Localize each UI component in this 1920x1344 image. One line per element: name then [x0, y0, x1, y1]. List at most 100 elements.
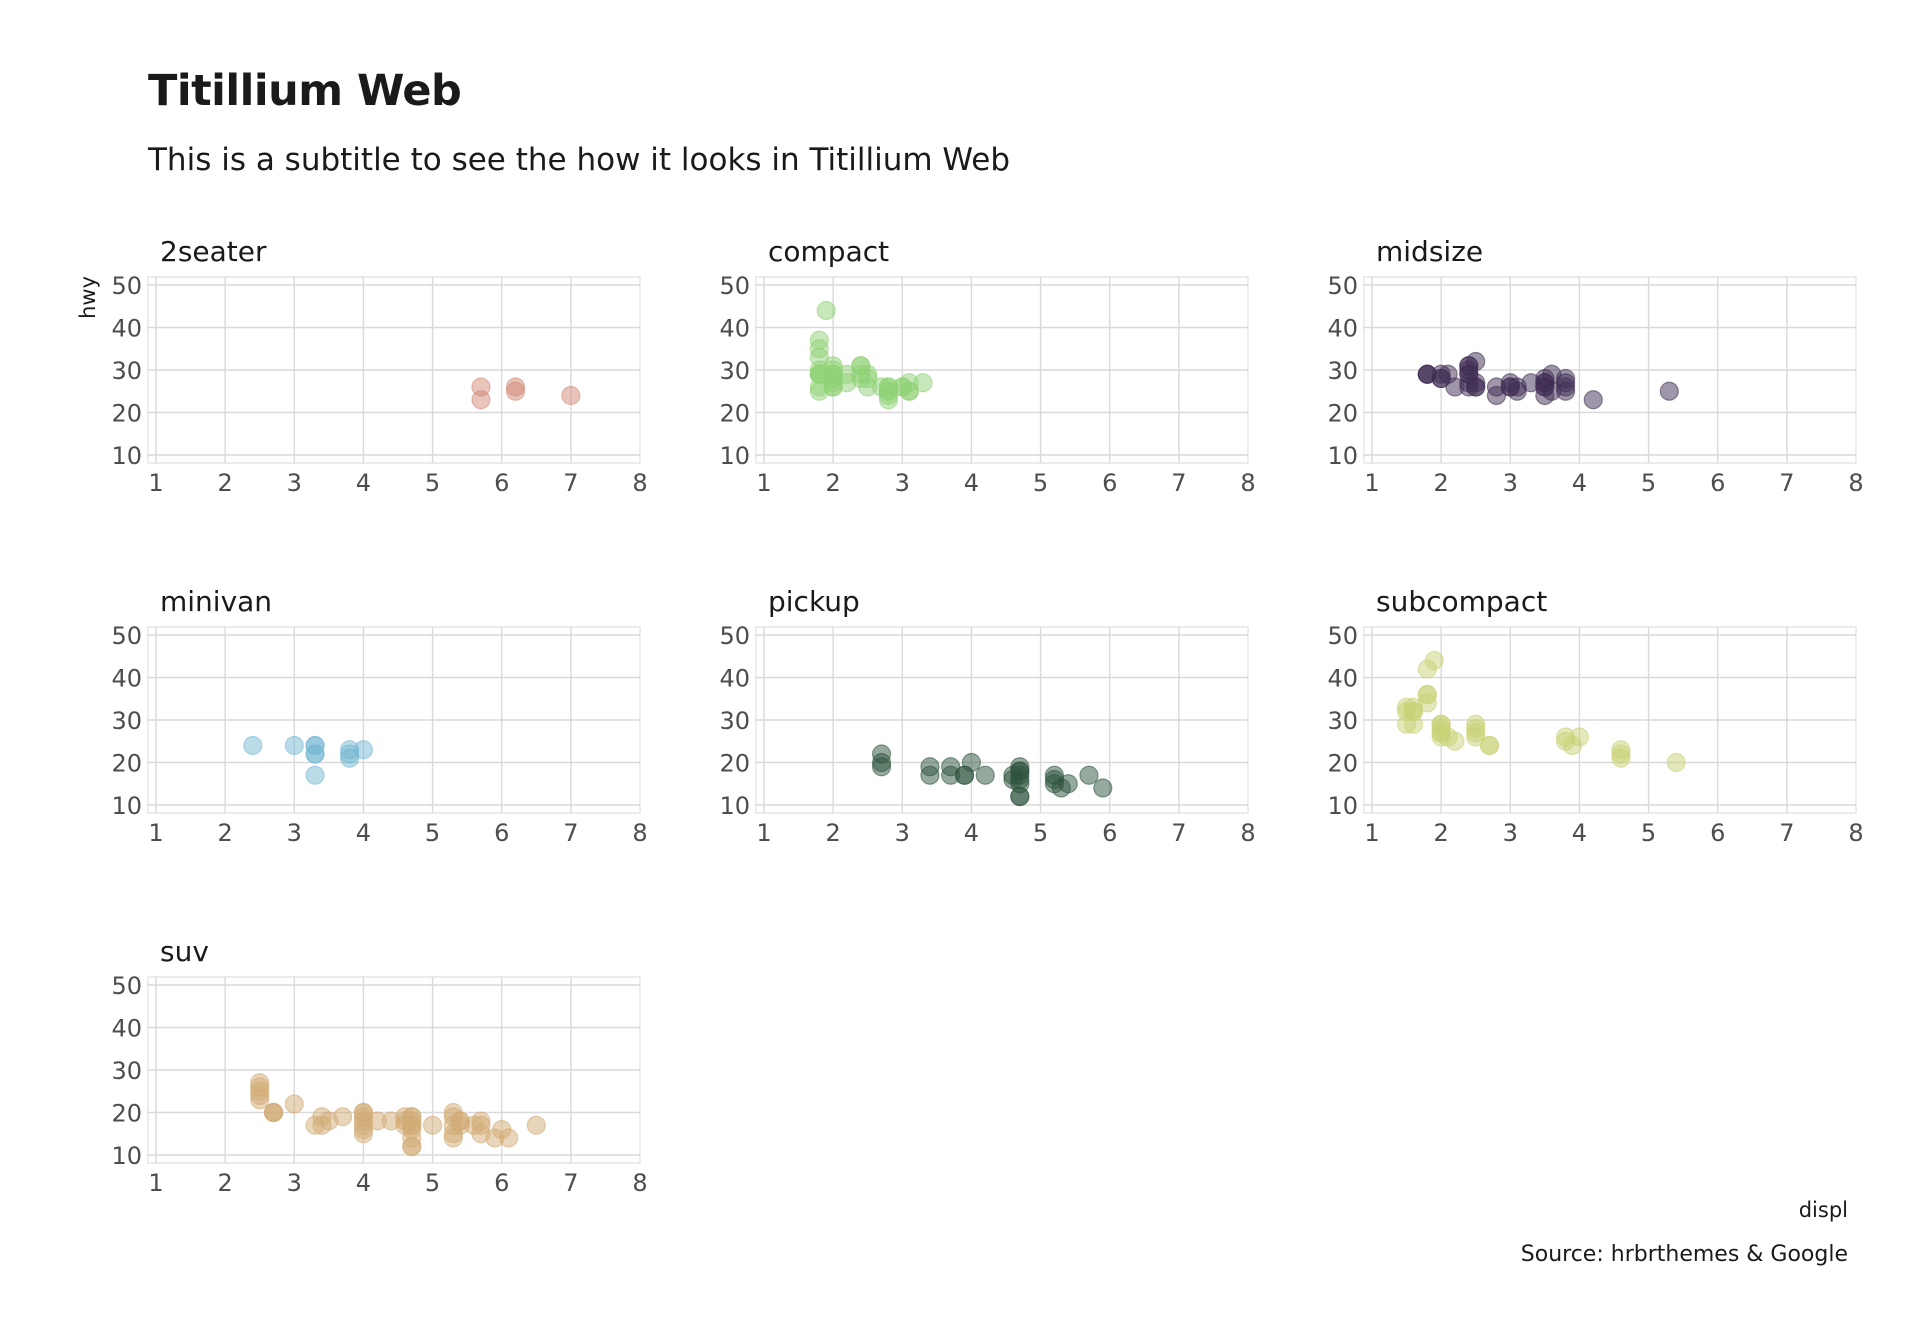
y-tick-label: 50 [111, 972, 142, 1000]
x-tick-label: 4 [964, 469, 979, 497]
x-tick-label: 6 [494, 819, 509, 847]
data-point [243, 735, 263, 756]
facet-panel-subcompact: subcompact 10 20 30 40 50 1 2 3 4 5 6 7 8 [1327, 585, 1863, 847]
y-tick-label: 20 [719, 750, 750, 778]
data-point [892, 377, 912, 397]
data-point [1010, 761, 1030, 781]
x-tick-label: 2 [826, 469, 841, 497]
facet-label: suv [160, 935, 209, 968]
data-point [353, 1119, 374, 1140]
y-tick-label: 30 [1327, 357, 1358, 385]
chart-caption: Source: hrbrthemes & Google [1520, 1242, 1848, 1267]
data-point [809, 330, 829, 350]
y-tick-label: 20 [111, 1100, 142, 1128]
data-point [263, 1102, 284, 1123]
data-point [505, 381, 526, 401]
x-tick-label: 4 [1572, 469, 1587, 497]
x-tick-label: 1 [756, 469, 771, 497]
x-tick-label: 4 [356, 469, 371, 497]
y-tick-label: 40 [1327, 665, 1358, 693]
data-point [1079, 765, 1099, 785]
facet-panel-suv: suv 10 20 30 40 50 1 2 3 4 5 6 7 8 [111, 935, 647, 1197]
x-tick-label: 8 [1848, 469, 1863, 497]
x-tick-label: 1 [148, 819, 163, 847]
y-tick-label: 50 [111, 272, 142, 300]
x-tick-label: 2 [1434, 819, 1449, 847]
x-tick-label: 8 [632, 819, 647, 847]
chart-title: Titillium Web [148, 66, 462, 116]
data-point [1466, 377, 1486, 397]
data-point [402, 1136, 422, 1157]
data-point [823, 368, 843, 389]
data-point [250, 1090, 270, 1110]
data-point [305, 735, 325, 756]
y-tick-label: 10 [111, 792, 142, 820]
data-point [1396, 714, 1417, 734]
y-tick-label: 30 [111, 707, 142, 735]
facet-label: pickup [768, 585, 860, 618]
data-point [920, 757, 940, 777]
y-tick-label: 50 [719, 272, 750, 300]
x-tick-label: 4 [1572, 819, 1587, 847]
y-tick-label: 30 [111, 357, 142, 385]
x-tick-label: 5 [1033, 819, 1048, 847]
data-point [975, 765, 995, 785]
x-tick-label: 2 [826, 819, 841, 847]
data-point [1466, 723, 1486, 743]
data-point [1010, 786, 1030, 807]
x-tick-label: 8 [1848, 819, 1863, 847]
y-tick-label: 10 [111, 442, 142, 470]
data-point [499, 1128, 519, 1148]
y-tick-label: 50 [719, 622, 750, 650]
y-tick-label: 10 [719, 792, 750, 820]
x-tick-label: 3 [287, 819, 302, 847]
x-tick-label: 1 [148, 469, 163, 497]
y-tick-label: 40 [719, 665, 750, 693]
x-tick-label: 8 [1240, 819, 1255, 847]
data-point [1058, 774, 1078, 794]
y-tick-label: 50 [1327, 622, 1358, 650]
x-tick-label: 5 [1641, 819, 1656, 847]
x-tick-label: 5 [425, 469, 440, 497]
facet-label: 2seater [160, 235, 267, 268]
data-point [1659, 381, 1679, 401]
data-point [1666, 752, 1686, 773]
facet-panel-pickup: pickup 10 20 30 40 50 1 2 3 4 5 6 7 8 [719, 585, 1255, 847]
y-tick-label: 20 [111, 400, 142, 428]
y-axis-title: hwy [76, 276, 100, 319]
y-tick-label: 20 [719, 400, 750, 428]
data-point [1396, 697, 1417, 717]
x-tick-label: 4 [964, 819, 979, 847]
y-tick-label: 30 [111, 1057, 142, 1085]
x-tick-label: 8 [632, 469, 647, 497]
x-tick-label: 1 [1364, 469, 1379, 497]
data-point [871, 757, 892, 777]
data-point [471, 1115, 491, 1135]
y-tick-label: 30 [719, 357, 750, 385]
x-tick-label: 1 [756, 819, 771, 847]
chart-subtitle: This is a subtitle to see the how it loo… [148, 142, 1011, 178]
data-point [1438, 364, 1458, 384]
x-tick-label: 6 [1710, 469, 1725, 497]
x-tick-label: 6 [1102, 819, 1117, 847]
x-tick-label: 7 [1171, 819, 1186, 847]
data-point [353, 740, 374, 760]
x-tick-label: 3 [287, 1169, 302, 1197]
facet-panel-minivan: minivan 10 20 30 40 50 1 2 3 4 5 6 7 8 [111, 585, 647, 847]
data-point [816, 300, 836, 321]
data-point [1583, 390, 1603, 410]
y-tick-label: 10 [1327, 792, 1358, 820]
x-tick-label: 5 [425, 819, 440, 847]
x-tick-label: 2 [1434, 469, 1449, 497]
data-point [250, 1073, 270, 1093]
data-point [319, 1111, 339, 1131]
y-tick-label: 50 [111, 622, 142, 650]
x-tick-label: 8 [632, 1169, 647, 1197]
y-tick-label: 40 [111, 1015, 142, 1043]
x-tick-label: 7 [1779, 819, 1794, 847]
x-tick-label: 1 [1364, 819, 1379, 847]
facet-panel-compact: compact 10 20 30 40 50 1 2 3 4 5 6 7 8 [719, 235, 1255, 497]
x-tick-label: 6 [1710, 819, 1725, 847]
data-point [1486, 385, 1507, 406]
